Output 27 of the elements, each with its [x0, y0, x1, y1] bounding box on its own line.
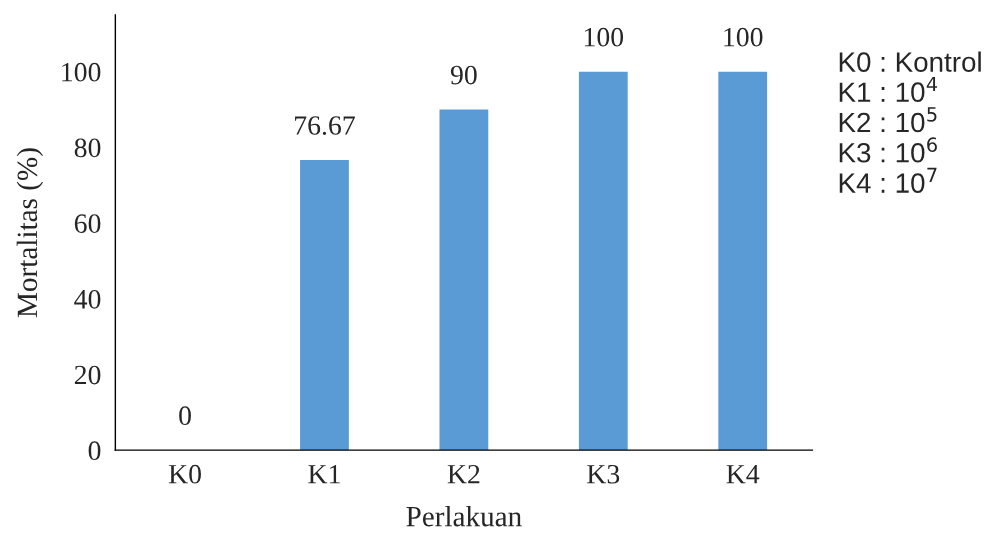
y-tick-label: 20 — [74, 365, 101, 385]
x-axis-title: Perlakuan — [406, 505, 522, 527]
x-tick-label: K0 — [168, 464, 201, 484]
y-tick-label: 100 — [62, 62, 101, 82]
bar — [439, 109, 489, 451]
data-label: 76.67 — [295, 116, 355, 135]
text: K1 : 10$^{4}$ — [839, 76, 938, 103]
data-label: 100 — [584, 27, 624, 47]
x-tick-label: K2 — [447, 464, 480, 484]
bar — [300, 159, 349, 451]
bar — [718, 71, 768, 451]
y-tick-label: 40 — [74, 289, 101, 309]
y-tick-label: 60 — [74, 214, 101, 233]
bar — [578, 71, 628, 451]
text: K3 : 10$^{6}$ — [839, 137, 937, 163]
data-label: 0 — [179, 406, 191, 426]
data-label: 90 — [450, 65, 477, 85]
x-tick-label: K3 — [587, 464, 620, 484]
data-label: 100 — [724, 27, 763, 47]
y-tick-label: 0 — [88, 441, 101, 461]
text: K2 : 10$^{5}$ — [839, 107, 937, 133]
x-tick-label: K1 — [308, 464, 340, 484]
text: K4 : 10$^{7}$ — [839, 167, 937, 193]
y-tick-label: 80 — [74, 138, 101, 158]
x-tick-label: K4 — [726, 465, 760, 484]
y-axis-title: Mortalitas (%) — [16, 148, 44, 318]
text: K0 : Kontrol — [839, 51, 981, 72]
